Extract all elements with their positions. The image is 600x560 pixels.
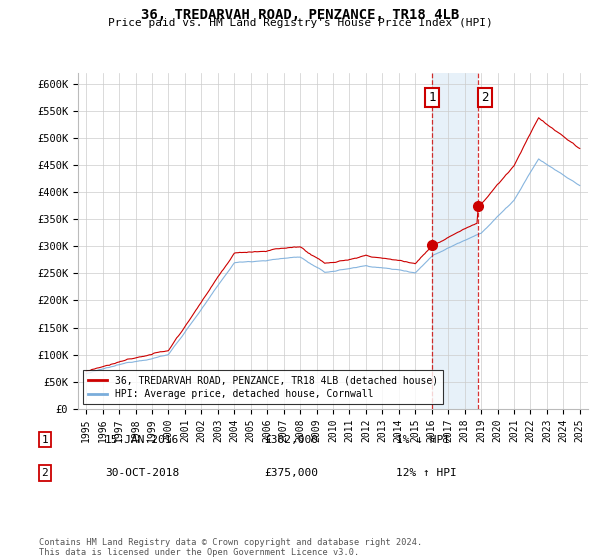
Text: 36, TREDARVAH ROAD, PENZANCE, TR18 4LB: 36, TREDARVAH ROAD, PENZANCE, TR18 4LB [141,8,459,22]
Text: 1: 1 [428,91,436,104]
Bar [433,73,478,409]
Text: 2: 2 [481,91,488,104]
Text: Price paid vs. HM Land Registry's House Price Index (HPI): Price paid vs. HM Land Registry's House … [107,18,493,29]
Legend: 36, TREDARVAH ROAD, PENZANCE, TR18 4LB (detached house), HPI: Average price, det: 36, TREDARVAH ROAD, PENZANCE, TR18 4LB (… [83,370,443,404]
Text: 12% ↑ HPI: 12% ↑ HPI [396,468,457,478]
Text: £302,000: £302,000 [264,435,318,445]
Text: 1% ↓ HPI: 1% ↓ HPI [396,435,450,445]
Text: 15-JAN-2016: 15-JAN-2016 [105,435,179,445]
Text: 2: 2 [41,468,49,478]
Text: 30-OCT-2018: 30-OCT-2018 [105,468,179,478]
Text: Contains HM Land Registry data © Crown copyright and database right 2024.
This d: Contains HM Land Registry data © Crown c… [39,538,422,557]
Text: 1: 1 [41,435,49,445]
Text: £375,000: £375,000 [264,468,318,478]
